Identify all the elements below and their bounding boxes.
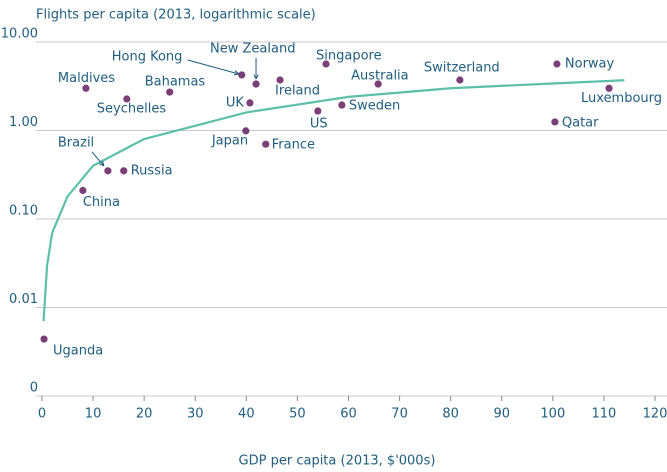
- point-label: Switzerland: [424, 61, 500, 76]
- point-label: Singapore: [316, 49, 382, 64]
- x-tick-label: 20: [136, 407, 153, 422]
- point: [104, 167, 112, 175]
- point: [322, 60, 330, 68]
- x-tick-label: 30: [187, 407, 204, 422]
- point: [166, 88, 174, 96]
- point: [120, 167, 128, 175]
- point: [123, 95, 131, 103]
- point-label: Australia: [351, 69, 409, 84]
- point-label: UK: [226, 95, 245, 110]
- arrow-head: [99, 160, 105, 167]
- y-tick-label: 1.00: [9, 115, 38, 130]
- point: [238, 71, 246, 79]
- x-tick-label: 40: [238, 407, 255, 422]
- point-label: Hong Kong: [112, 49, 183, 64]
- y-tick-label: 0.10: [9, 204, 38, 219]
- point: [314, 107, 322, 115]
- point: [262, 140, 270, 148]
- x-tick-label: 80: [442, 407, 459, 422]
- point-label: Ireland: [275, 84, 320, 99]
- point: [374, 80, 382, 88]
- point-label: Qatar: [562, 115, 599, 130]
- x-tick-label: 110: [592, 407, 617, 422]
- x-tick-label: 100: [540, 407, 565, 422]
- point-label: Seychelles: [97, 101, 167, 116]
- point-label: US: [310, 117, 328, 132]
- point-label: Bahamas: [145, 75, 206, 90]
- annotation-arrow: [187, 59, 239, 75]
- point-label: Russia: [131, 163, 173, 178]
- x-tick-label: 120: [643, 407, 667, 422]
- y-tick-label: 0: [30, 381, 38, 396]
- point: [252, 80, 260, 88]
- point: [338, 101, 346, 109]
- x-tick-label: 10: [85, 407, 102, 422]
- point-label: France: [272, 138, 315, 153]
- point-label: New Zealand: [210, 42, 295, 57]
- arrow-head: [233, 70, 240, 76]
- point-label: Uganda: [53, 344, 103, 359]
- point: [79, 186, 87, 195]
- x-tick-label: 60: [340, 407, 357, 422]
- y-tick-label: 10.00: [1, 27, 38, 42]
- arrow-head: [253, 74, 259, 80]
- point-label: Norway: [565, 57, 615, 72]
- point: [82, 84, 90, 92]
- x-tick-label: 70: [391, 407, 408, 422]
- point-label: China: [83, 195, 120, 210]
- point: [605, 84, 613, 92]
- point: [276, 76, 284, 84]
- point: [40, 335, 48, 343]
- point-label: Luxembourg: [581, 91, 662, 106]
- point: [551, 118, 559, 126]
- point-label: Japan: [211, 133, 248, 148]
- point-label: Sweden: [349, 99, 400, 114]
- x-tick-label: 90: [493, 407, 510, 422]
- x-axis-title: GDP per capita (2013, $'000s): [239, 454, 436, 469]
- y-tick-label: 0.01: [9, 292, 38, 307]
- point: [553, 60, 561, 68]
- point: [246, 99, 254, 107]
- point-label: Maldives: [58, 71, 115, 86]
- trend-line: [42, 79, 625, 322]
- annotation-arrow: [91, 151, 105, 167]
- point: [456, 76, 464, 84]
- x-tick-label: 0: [38, 407, 46, 422]
- y-axis-title: Flights per capita (2013, logarithmic sc…: [36, 8, 316, 23]
- x-tick-label: 50: [289, 407, 306, 422]
- point-label: Brazil: [58, 135, 94, 150]
- point: [242, 127, 250, 135]
